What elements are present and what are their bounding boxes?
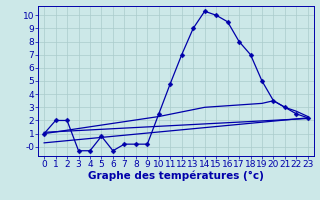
X-axis label: Graphe des températures (°c): Graphe des températures (°c) <box>88 171 264 181</box>
